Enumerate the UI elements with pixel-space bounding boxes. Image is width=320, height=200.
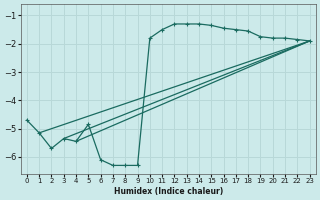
X-axis label: Humidex (Indice chaleur): Humidex (Indice chaleur) <box>114 187 223 196</box>
